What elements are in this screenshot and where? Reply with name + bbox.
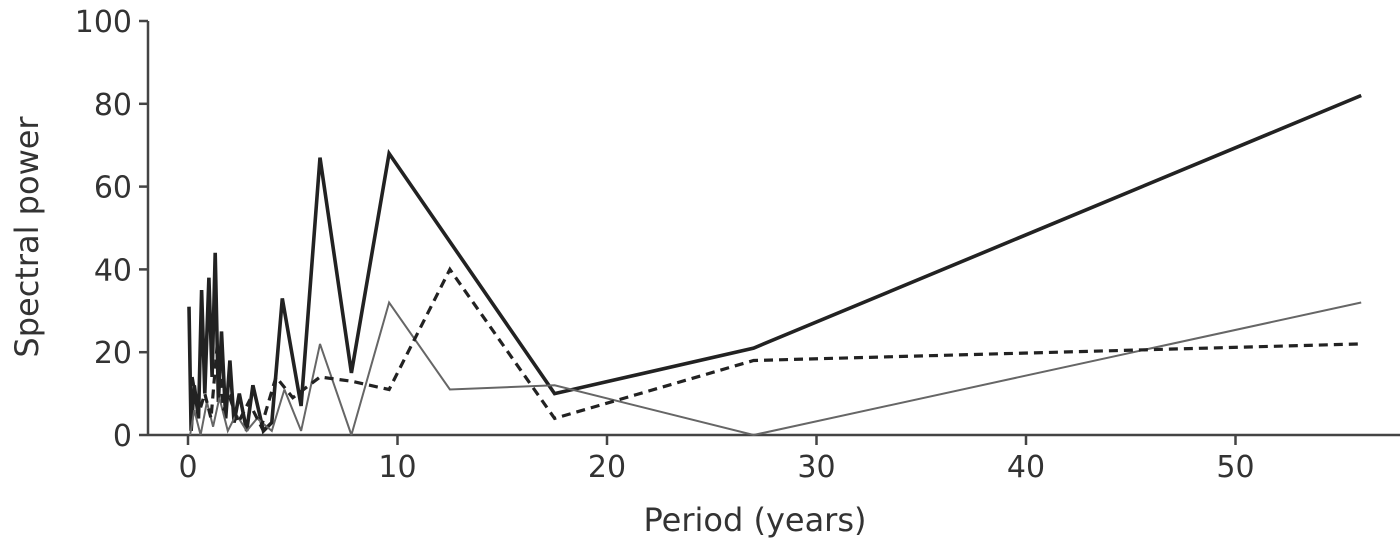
x-tick-label: 10 (378, 450, 416, 485)
x-tick-label: 20 (588, 450, 626, 485)
x-tick-label: 30 (797, 450, 835, 485)
x-tick-label: 40 (1007, 450, 1045, 485)
x-axis-label: Period (years) (644, 501, 867, 539)
x-ticks: 0 10 20 30 40 50 (178, 435, 1255, 485)
x-tick-label: 0 (178, 450, 197, 485)
y-tick-label: 80 (94, 88, 132, 123)
y-tick-label: 100 (75, 5, 132, 40)
y-tick-label: 60 (94, 171, 132, 206)
x-axis: 0 10 20 30 40 50 Period (years) (148, 433, 1400, 539)
x-tick-label: 50 (1216, 450, 1254, 485)
series-layer (187, 93, 1362, 437)
y-tick-label: 40 (94, 253, 132, 288)
y-axis-label: Spectral power (8, 116, 46, 358)
series-line-solid-thick (187, 93, 1362, 435)
y-ticks: 0 20 40 60 80 100 (75, 5, 148, 454)
series-line-dashed (190, 266, 1362, 432)
y-tick-label: 20 (94, 336, 132, 371)
series-line-solid-thin (189, 300, 1362, 437)
y-axis: 0 20 40 60 80 100 Spectral power (8, 5, 150, 454)
y-tick-label: 0 (113, 419, 132, 454)
